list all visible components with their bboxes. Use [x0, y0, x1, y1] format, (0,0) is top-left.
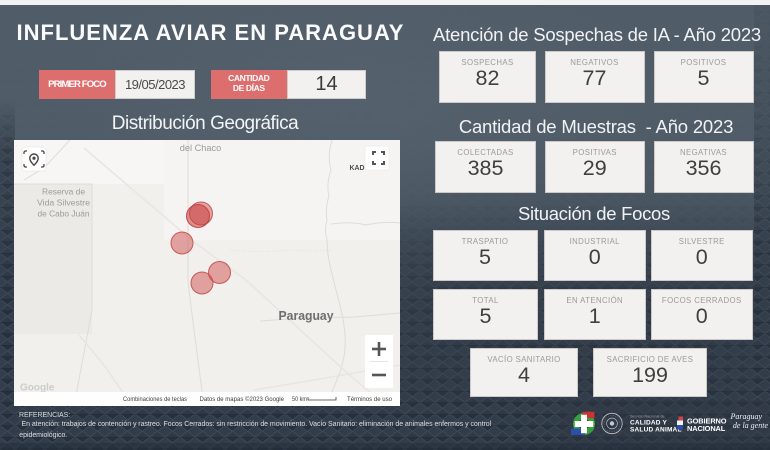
svg-text:Paraguay: Paraguay — [729, 412, 762, 421]
svg-text:Paraguay: Paraguay — [279, 309, 334, 323]
svg-text:Datos de mapas ©2023 Google: Datos de mapas ©2023 Google — [200, 395, 285, 403]
svg-text:de la gente: de la gente — [733, 421, 769, 430]
svg-text:GOBIERNO: GOBIERNO — [687, 417, 727, 426]
svg-text:Combinaciones de teclas: Combinaciones de teclas — [123, 396, 188, 403]
svg-text:Términos de uso: Términos de uso — [347, 396, 392, 403]
svg-text:de Cabo Juán: de Cabo Juán — [38, 209, 90, 219]
svg-text:Servicio Nacional de: Servicio Nacional de — [630, 415, 665, 419]
svg-text:50 km: 50 km — [292, 396, 307, 403]
svg-text:Reserva de: Reserva de — [42, 187, 85, 197]
svg-text:Vida Silvestre: Vida Silvestre — [37, 198, 90, 208]
svg-text:Google: Google — [20, 382, 55, 394]
svg-text:SALUD ANIMAL: SALUD ANIMAL — [630, 427, 682, 434]
svg-text:KAD: KAD — [350, 165, 365, 172]
svg-text:del Chaco: del Chaco — [180, 143, 222, 153]
svg-text:CALIDAD Y: CALIDAD Y — [630, 420, 668, 427]
svg-text:NACIONAL: NACIONAL — [687, 424, 726, 433]
